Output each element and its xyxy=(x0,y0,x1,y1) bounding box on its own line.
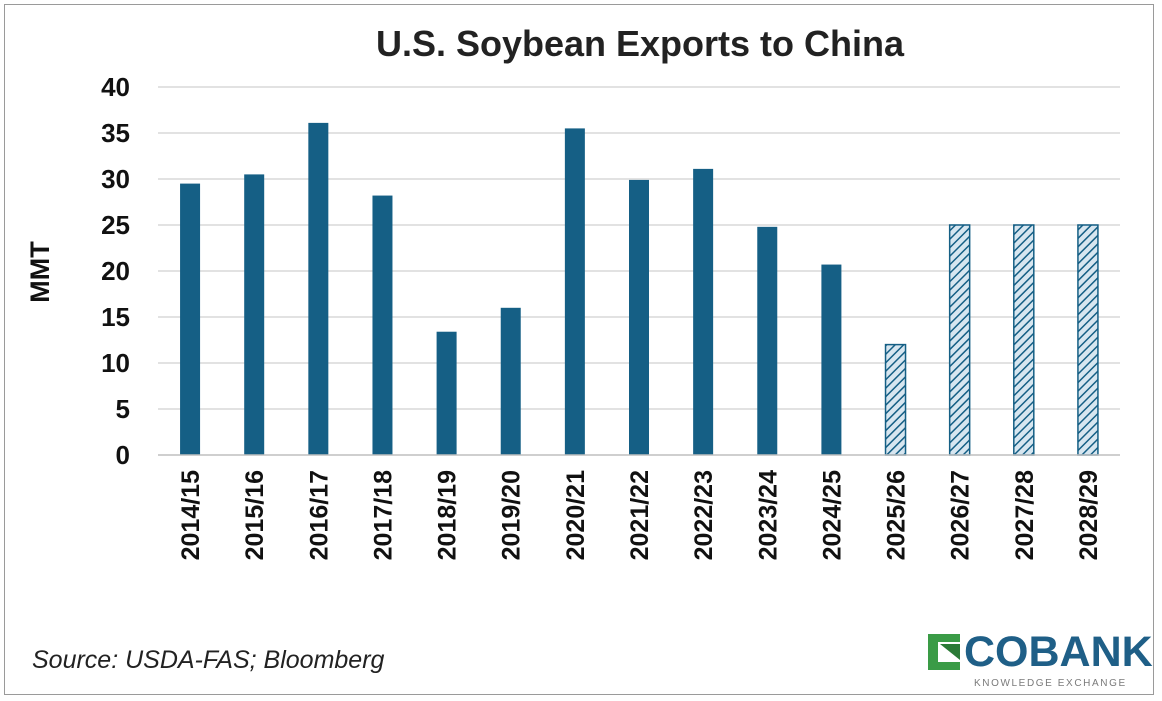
x-tick-label: 2021/22 xyxy=(626,470,654,560)
y-tick-labels: 0 5 10 15 20 25 30 35 40 xyxy=(101,72,130,470)
x-tick-label: 2023/24 xyxy=(754,470,782,560)
bar-2027-28 xyxy=(1013,224,1035,456)
bar-2024-25 xyxy=(821,264,842,455)
y-tick-label: 20 xyxy=(101,256,130,286)
source-note: Source: USDA-FAS; Bloomberg xyxy=(32,646,385,674)
x-tick-label: 2027/28 xyxy=(1011,470,1039,560)
bar-2028-29 xyxy=(1077,224,1099,456)
y-tick-label: 10 xyxy=(101,348,130,378)
y-tick-label: 30 xyxy=(101,164,130,194)
x-tick-label: 2022/23 xyxy=(690,470,718,560)
x-tick-label: 2028/29 xyxy=(1075,470,1103,560)
x-tick-label: 2017/18 xyxy=(369,470,397,560)
y-tick-label: 35 xyxy=(101,118,130,148)
y-axis-label: MMT xyxy=(25,241,55,303)
cobank-logo: COBANK KNOWLEDGE EXCHANGE xyxy=(926,628,1153,694)
bar-2020-21 xyxy=(564,128,585,455)
bar-2022-23 xyxy=(693,168,714,455)
y-tick-label: 0 xyxy=(116,440,130,470)
bar-2019-20 xyxy=(500,307,521,455)
bar-2017-18 xyxy=(372,195,393,455)
bar-2018-19 xyxy=(436,331,457,455)
x-tick-label: 2019/20 xyxy=(498,470,526,560)
logo-tagline: KNOWLEDGE EXCHANGE xyxy=(974,678,1127,689)
bar-2014-15 xyxy=(180,183,201,455)
bar-2021-22 xyxy=(629,179,649,456)
x-tick-label: 2016/17 xyxy=(305,470,333,560)
y-tick-label: 40 xyxy=(101,72,130,102)
bar-2026-27 xyxy=(948,224,971,456)
bar-2023-24 xyxy=(757,226,778,455)
bars xyxy=(180,122,1099,456)
bar-2016-17 xyxy=(308,122,329,455)
bar-2025-26 xyxy=(884,343,907,456)
x-tick-label: 2025/26 xyxy=(883,470,911,560)
x-tick-label: 2015/16 xyxy=(241,470,269,560)
logo-wordmark: COBANK xyxy=(964,628,1153,676)
x-tick-label: 2018/19 xyxy=(434,470,462,560)
y-tick-label: 15 xyxy=(101,302,130,332)
x-tick-label: 2014/15 xyxy=(177,470,205,560)
y-tick-label: 5 xyxy=(116,394,130,424)
x-tick-label: 2020/21 xyxy=(562,470,590,560)
x-tick-label: 2024/25 xyxy=(818,470,846,560)
y-tick-label: 25 xyxy=(101,210,130,240)
cobank-leaf-icon xyxy=(928,634,960,670)
x-tick-label: 2026/27 xyxy=(947,470,975,560)
chart-title: U.S. Soybean Exports to China xyxy=(376,23,905,64)
bar-2015-16 xyxy=(244,174,265,455)
x-tick-labels: 2014/15 2015/16 2016/17 2017/18 2018/19 2019/… xyxy=(177,470,1103,560)
